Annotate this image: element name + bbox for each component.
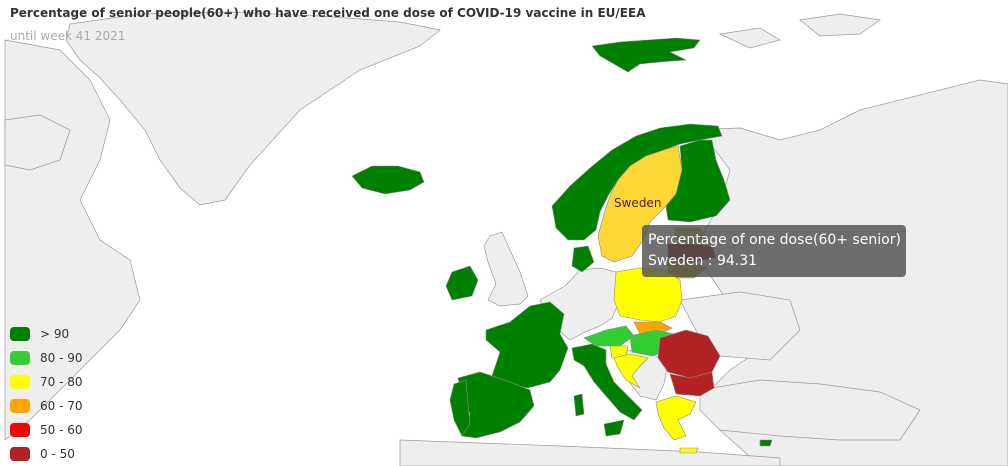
legend-item-over-90[interactable]: > 90 — [10, 322, 110, 346]
legend-swatch — [10, 375, 30, 389]
legend-item-0-50[interactable]: 0 - 50 — [10, 442, 110, 466]
cyprus-shape[interactable] — [759, 439, 773, 447]
legend-label: 80 - 90 — [40, 351, 83, 365]
greenland-east-green-shape — [591, 37, 701, 73]
france-shape[interactable] — [485, 301, 569, 389]
legend-swatch — [10, 447, 30, 461]
uk-land — [483, 231, 529, 307]
legend: > 90 80 - 90 70 - 80 60 - 70 50 - 60 0 -… — [10, 322, 110, 466]
legend-item-70-80[interactable]: 70 - 80 — [10, 370, 110, 394]
finland-shape[interactable] — [665, 139, 731, 223]
legend-swatch — [10, 327, 30, 341]
map-subtitle: until week 41 2021 — [10, 29, 126, 43]
iceland-shape[interactable] — [351, 165, 425, 195]
legend-label: 0 - 50 — [40, 447, 75, 461]
legend-swatch — [10, 399, 30, 413]
map-title: Percentage of senior people(60+) who hav… — [10, 6, 646, 20]
crete-shape[interactable] — [679, 447, 699, 454]
legend-label: 60 - 70 — [40, 399, 83, 413]
ireland-shape[interactable] — [445, 265, 479, 301]
tooltip-value: Sweden : 94.31 — [648, 253, 758, 269]
denmark-shape[interactable] — [571, 245, 595, 273]
norway-shape[interactable] — [551, 123, 723, 241]
legend-label: 50 - 60 — [40, 423, 83, 437]
portugal-shape[interactable] — [449, 379, 471, 437]
svalbard-land — [799, 13, 881, 37]
sweden-shape[interactable] — [597, 145, 683, 263]
arctic-islands-land — [718, 27, 781, 49]
croatia-shape[interactable] — [613, 353, 649, 389]
north-america-island — [4, 114, 71, 171]
greenland-land — [65, 11, 441, 206]
turkey-land — [699, 379, 921, 441]
sardinia-shape[interactable] — [573, 393, 585, 417]
sicily-shape[interactable] — [603, 419, 625, 437]
legend-item-60-70[interactable]: 60 - 70 — [10, 394, 110, 418]
slovakia-shape[interactable] — [633, 321, 673, 335]
bulgaria-shape[interactable] — [669, 371, 715, 397]
greece-shape[interactable] — [655, 395, 697, 441]
legend-swatch — [10, 423, 30, 437]
tooltip-heading: Percentage of one dose(60+ senior) — [648, 232, 901, 248]
italy-shape[interactable] — [571, 343, 643, 421]
legend-swatch — [10, 351, 30, 365]
legend-item-80-90[interactable]: 80 - 90 — [10, 346, 110, 370]
legend-item-50-60[interactable]: 50 - 60 — [10, 418, 110, 442]
legend-label: 70 - 80 — [40, 375, 83, 389]
map-tooltip: Percentage of one dose(60+ senior) Swede… — [642, 225, 906, 277]
north-africa-land — [399, 439, 781, 466]
legend-label: > 90 — [40, 327, 70, 341]
country-label-sweden: Sweden — [614, 196, 662, 210]
